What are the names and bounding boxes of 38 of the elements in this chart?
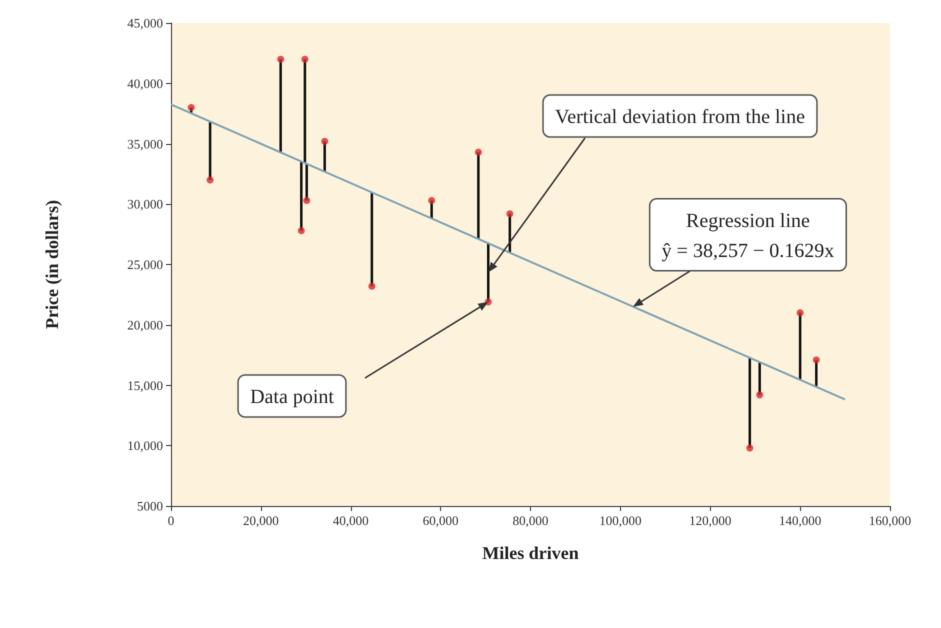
x-tick-label: 20,000 [243, 513, 279, 528]
y-tick-label: 40,000 [127, 76, 163, 91]
point [321, 138, 328, 145]
point [301, 56, 308, 63]
y-axis-title: Price (in dollars) [42, 200, 62, 329]
point [298, 227, 305, 234]
x-tick-label: 160,000 [868, 513, 912, 528]
x-tick-label: 100,000 [599, 513, 642, 528]
point [796, 309, 804, 316]
y-tick-label: 45,000 [127, 16, 163, 30]
x-tick-label: 80,000 [512, 513, 548, 528]
x-tick-label: 120,000 [689, 513, 732, 528]
point [506, 210, 514, 218]
y-tick-label: 20,000 [127, 317, 163, 332]
x-tick-label: 60,000 [422, 513, 458, 528]
x-tick-label: 140,000 [779, 513, 822, 528]
annotation: Data point [250, 386, 334, 408]
point [756, 391, 764, 398]
x-tick-label: 40,000 [332, 513, 369, 528]
x-tick-label: 0 [168, 513, 174, 528]
point [303, 197, 310, 204]
point [746, 444, 754, 452]
y-tick-label: 25,000 [127, 257, 163, 272]
annotation: Vertical deviation from the line [555, 106, 806, 128]
point [474, 148, 482, 156]
y-tick-label: 10,000 [127, 438, 163, 454]
point [206, 176, 214, 184]
x-axis-title: Miles driven [482, 543, 579, 563]
point [812, 356, 820, 364]
point [188, 104, 195, 112]
y-tick-label: 5000 [137, 498, 163, 514]
y-tick-label: 15,000 [127, 378, 163, 393]
y-tick-label: 30,000 [127, 196, 163, 212]
point [368, 282, 376, 290]
point [277, 56, 284, 63]
point [428, 197, 436, 204]
annotation: Regression line ŷ = 38,257 − 0.1629x [662, 210, 834, 262]
y-tick-label: 35,000 [127, 136, 163, 152]
